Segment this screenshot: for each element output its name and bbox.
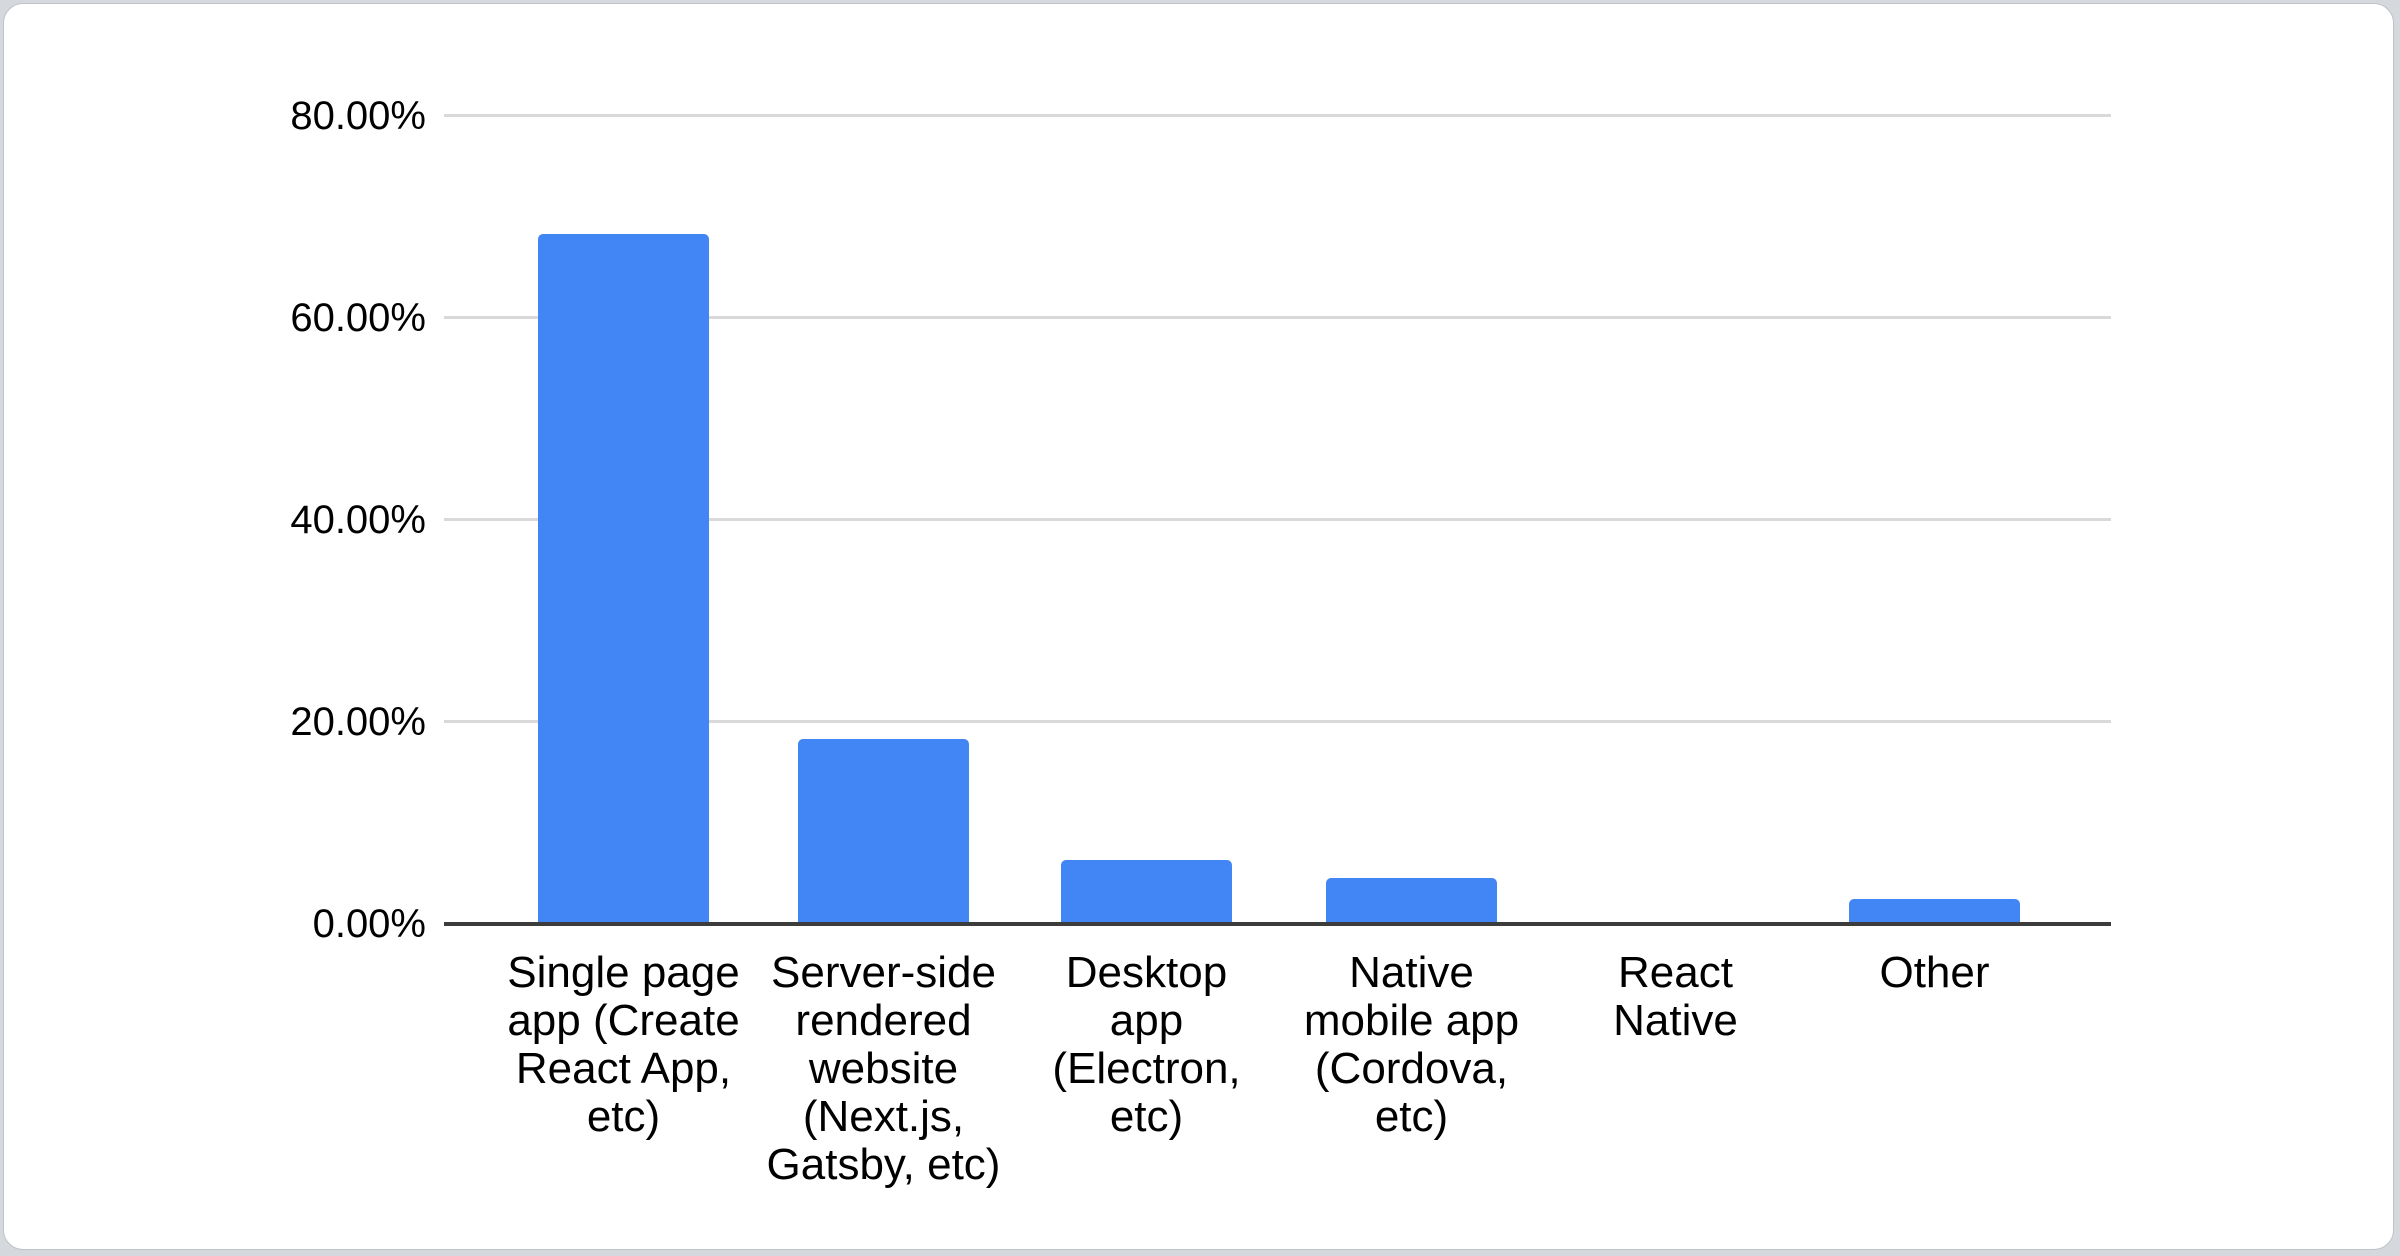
y-axis-tick-label-4000-percent: 40.00% [290,498,426,542]
x-axis-label-other: Other [1879,948,1990,997]
bar-native-mobile-app[interactable] [1326,878,1497,924]
x-axis-label-single-page-app: Single page app (Create React App, etc) [507,948,740,1141]
chart-card: 0.00% 20.00% 40.00% 60.00% 80.00% Single page… [3,3,2394,1250]
gridline-6000-percent [444,316,2111,319]
x-axis-label-server-side-rendered-website: Server-side rendered website (Next.js, G… [766,948,1001,1189]
bar-server-side-rendered-website[interactable] [798,739,969,924]
gridline-2000-percent [444,720,2111,723]
y-axis-tick-label-2000-percent: 20.00% [290,700,426,744]
x-axis-label-desktop-app: Desktop app (Electron, etc) [1052,948,1241,1141]
x-axis-line [444,922,2111,926]
gridline-8000-percent [444,114,2111,117]
x-axis-label-native-mobile-app: Native mobile app (Cordova, etc) [1303,948,1520,1141]
bar-chart-canvas: 0.00% 20.00% 40.00% 60.00% 80.00% Single page… [4,4,2393,1249]
gridline-4000-percent [444,518,2111,521]
y-axis-tick-label-6000-percent: 60.00% [290,296,426,340]
y-axis-tick-label-000-percent: 0.00% [312,902,426,946]
y-axis-tick-label-8000-percent: 80.00% [290,94,426,138]
bar-other[interactable] [1849,899,2020,924]
x-axis-label-react-native: React Native [1613,948,1738,1045]
bar-desktop-app[interactable] [1061,860,1232,924]
bar-single-page-app[interactable] [538,234,709,924]
